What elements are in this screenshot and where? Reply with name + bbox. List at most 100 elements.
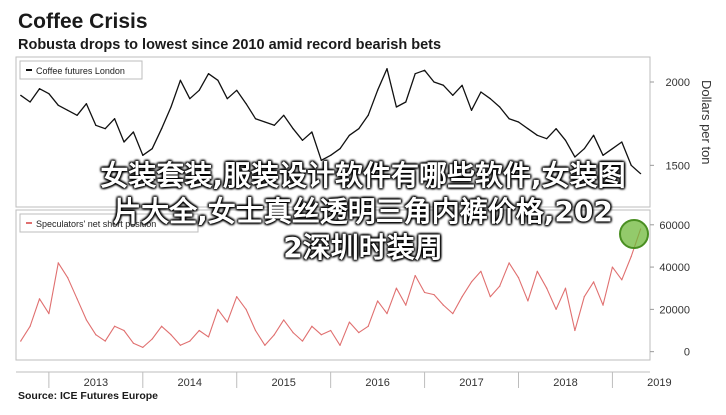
series-line-coffee-futures (20, 68, 642, 175)
data-point (245, 308, 247, 310)
data-point (377, 89, 379, 91)
data-point (527, 300, 529, 302)
data-point (405, 101, 407, 103)
data-point (339, 148, 341, 150)
data-point (198, 329, 200, 332)
data-point (29, 325, 31, 327)
overlay-text-line-1: 女装套装,服装设计软件有哪些软件,女装图 (100, 159, 626, 192)
data-point (67, 277, 69, 279)
data-point (442, 304, 444, 306)
data-point (555, 308, 557, 310)
overlay-text-line-3: 2深圳时装周 (283, 231, 443, 264)
data-point (546, 287, 548, 289)
data-point (67, 109, 69, 111)
data-point (527, 128, 529, 130)
data-point (283, 319, 285, 321)
data-point (142, 346, 144, 349)
data-point (236, 89, 238, 91)
data-point (536, 270, 538, 272)
data-point (226, 98, 228, 100)
chart-title: Coffee Crisis (18, 10, 148, 33)
bottom-panel-frame (15, 209, 651, 361)
data-point (452, 313, 454, 315)
overlay-text-line-2: 片大全,女士真丝透明三角内裤价格,202 (113, 195, 613, 228)
legend-box-bottom (19, 213, 199, 233)
data-point (217, 308, 219, 310)
data-point (236, 296, 238, 298)
data-point (640, 173, 642, 175)
data-point (358, 332, 360, 334)
data-point (564, 139, 567, 141)
x-tick-label: 2014 (178, 377, 202, 389)
data-point (57, 262, 59, 264)
data-point (245, 103, 247, 105)
data-point (76, 298, 78, 300)
data-point (602, 154, 604, 156)
data-point (38, 298, 41, 300)
data-point (489, 98, 491, 100)
data-point (367, 325, 369, 327)
data-point (151, 148, 153, 150)
data-point (160, 325, 163, 327)
data-point (583, 148, 585, 150)
data-point (301, 139, 304, 141)
y-tick-label: 1500 (666, 160, 690, 172)
data-point (179, 79, 181, 81)
data-point (273, 124, 275, 126)
data-point (189, 340, 191, 342)
data-point (358, 128, 360, 130)
y-tick-label: 40000 (659, 262, 690, 274)
data-point (76, 114, 78, 116)
y-tick-label: 0 (684, 347, 690, 359)
data-point (442, 84, 444, 86)
data-point (423, 69, 426, 71)
data-point (348, 134, 351, 136)
data-point (264, 121, 266, 123)
data-point (630, 255, 632, 258)
data-point (311, 131, 313, 133)
data-point (470, 281, 473, 283)
data-point (499, 106, 501, 108)
data-point (170, 106, 172, 108)
data-point (395, 106, 397, 108)
right-axis-label: Dollars per ton (699, 80, 714, 165)
data-point (433, 81, 435, 83)
data-point (377, 300, 379, 302)
data-point (132, 131, 135, 133)
data-point (320, 159, 322, 161)
data-point (104, 340, 106, 342)
data-point (630, 164, 632, 166)
data-point (536, 134, 538, 136)
data-point (583, 296, 585, 298)
data-point (292, 332, 294, 334)
data-point (301, 340, 304, 342)
data-point (160, 128, 163, 130)
x-tick-label: 2015 (271, 377, 295, 389)
legend-label-bottom: Speculators' net short position (36, 219, 156, 229)
data-point (123, 329, 125, 332)
data-point (48, 93, 50, 95)
data-point (95, 124, 97, 126)
data-point (574, 329, 576, 332)
data-point (114, 325, 116, 327)
data-point (480, 91, 482, 93)
data-point (470, 109, 473, 111)
data-point (254, 329, 257, 332)
data-point (179, 344, 181, 346)
data-point (170, 334, 172, 336)
data-point (85, 103, 88, 105)
y-tick-label: 20000 (659, 304, 690, 316)
data-point (29, 101, 31, 103)
data-point (20, 340, 22, 342)
y-tick-label: 2000 (666, 77, 690, 89)
data-point (574, 156, 576, 158)
data-point (621, 279, 623, 281)
data-point (461, 296, 463, 298)
x-tick-label: 2017 (459, 377, 483, 389)
data-point (611, 266, 614, 268)
data-point (367, 114, 369, 116)
data-point (339, 344, 341, 346)
data-point (85, 319, 88, 321)
data-point (292, 128, 294, 130)
